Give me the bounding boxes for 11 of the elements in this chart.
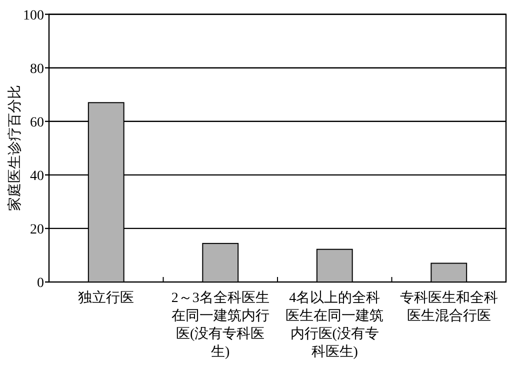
x-tick-label: 4名以上的全科医生在同一建筑内行医(没有专科医生): [286, 290, 384, 360]
y-tick-label: 20: [30, 222, 44, 238]
x-tick-label: 2～3名全科医生在同一建筑内行医(没有专科医生): [171, 290, 270, 360]
x-tick-label: 独立行医: [78, 290, 134, 306]
y-axis-title: 家庭医生诊疗百分比: [7, 85, 23, 212]
y-tick-label: 0: [37, 276, 44, 291]
x-tick-label: 专科医生和全科医生混合行医: [400, 290, 498, 324]
y-tick-label: 40: [30, 168, 44, 184]
y-tick-label: 100: [23, 8, 44, 24]
y-tick-label: 60: [30, 115, 44, 130]
y-tick-label: 80: [30, 62, 44, 77]
